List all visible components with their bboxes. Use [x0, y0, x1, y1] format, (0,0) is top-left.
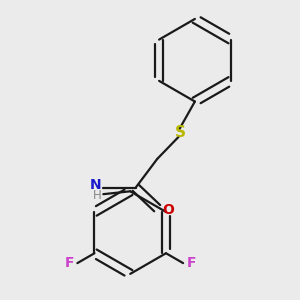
Text: N: N: [90, 178, 101, 192]
Text: O: O: [163, 203, 174, 217]
Text: F: F: [187, 256, 196, 270]
Text: H: H: [93, 189, 101, 202]
Text: S: S: [175, 124, 186, 140]
Text: F: F: [64, 256, 74, 270]
